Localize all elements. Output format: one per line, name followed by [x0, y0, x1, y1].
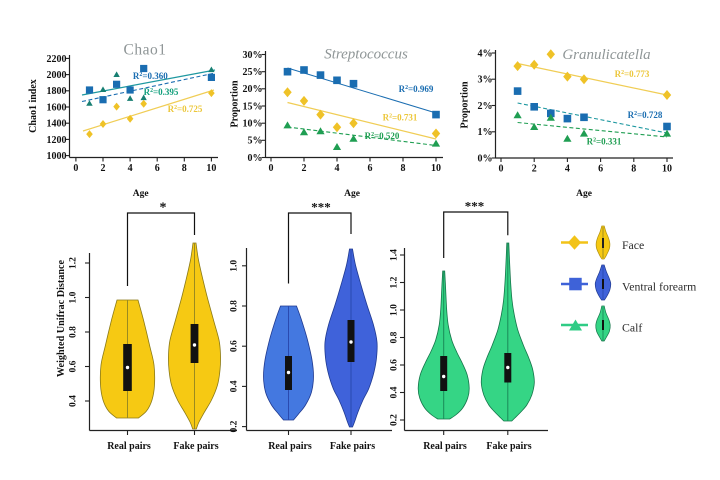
svg-text:Age: Age — [576, 189, 592, 199]
svg-text:1000: 1000 — [47, 151, 67, 162]
svg-text:4: 4 — [128, 163, 133, 174]
svg-text:Calf: Calf — [622, 320, 642, 334]
svg-text:***: *** — [465, 199, 485, 214]
svg-text:0: 0 — [73, 163, 78, 174]
svg-text:Weighted Unifrac Distance: Weighted Unifrac Distance — [56, 259, 67, 377]
svg-text:1.2: 1.2 — [390, 276, 400, 288]
svg-text:R2=0.725: R2=0.725 — [168, 104, 203, 114]
svg-text:0.2: 0.2 — [390, 414, 400, 426]
svg-text:2: 2 — [101, 163, 106, 174]
svg-text:1.4: 1.4 — [390, 249, 400, 261]
svg-text:0.8: 0.8 — [390, 331, 400, 343]
svg-text:R2=0.773: R2=0.773 — [615, 69, 650, 79]
svg-text:1200: 1200 — [47, 135, 67, 146]
svg-text:Proportion: Proportion — [230, 80, 241, 127]
svg-text:20%: 20% — [243, 84, 263, 95]
svg-text:Real pairs: Real pairs — [423, 441, 467, 452]
svg-text:6: 6 — [155, 163, 160, 174]
svg-text:Chao1 index: Chao1 index — [28, 79, 39, 133]
svg-text:Age: Age — [344, 189, 360, 199]
svg-text:1600: 1600 — [47, 102, 67, 113]
svg-text:R2=0.395: R2=0.395 — [144, 87, 179, 97]
svg-text:4%: 4% — [478, 48, 493, 59]
svg-text:R2=0.520: R2=0.520 — [365, 131, 400, 141]
svg-text:10%: 10% — [243, 119, 263, 130]
svg-text:4: 4 — [565, 164, 570, 175]
svg-text:2: 2 — [532, 164, 537, 175]
svg-text:0: 0 — [269, 163, 274, 174]
svg-text:2200: 2200 — [47, 54, 67, 65]
svg-text:0.6: 0.6 — [390, 359, 400, 371]
svg-text:1%: 1% — [478, 127, 493, 138]
svg-text:***: *** — [311, 200, 331, 215]
svg-text:1.0: 1.0 — [230, 260, 240, 272]
svg-text:*: * — [160, 201, 167, 216]
svg-text:0.8: 0.8 — [230, 300, 240, 312]
svg-text:8: 8 — [631, 164, 636, 175]
svg-text:1.2: 1.2 — [69, 257, 79, 269]
svg-text:0.4: 0.4 — [69, 395, 79, 407]
svg-text:0.2: 0.2 — [230, 420, 240, 432]
svg-text:Real pairs: Real pairs — [107, 441, 151, 452]
svg-text:Face: Face — [622, 238, 644, 252]
svg-text:25%: 25% — [243, 67, 263, 78]
svg-text:8: 8 — [401, 163, 406, 174]
svg-text:4: 4 — [335, 163, 340, 174]
svg-text:Fake pairs: Fake pairs — [330, 441, 375, 452]
svg-text:10: 10 — [431, 163, 441, 174]
svg-text:0.8: 0.8 — [69, 326, 79, 338]
svg-text:2000: 2000 — [47, 70, 67, 81]
svg-text:Streptococcus: Streptococcus — [324, 47, 408, 63]
svg-text:10: 10 — [662, 164, 672, 175]
svg-text:Granulicatella: Granulicatella — [562, 47, 650, 63]
svg-text:1800: 1800 — [47, 86, 67, 97]
svg-text:15%: 15% — [243, 101, 263, 112]
svg-text:0%: 0% — [478, 153, 493, 164]
svg-text:2: 2 — [302, 163, 307, 174]
svg-text:2%: 2% — [478, 101, 493, 112]
svg-text:0%: 0% — [248, 153, 263, 164]
svg-text:30%: 30% — [243, 50, 263, 61]
svg-text:1.0: 1.0 — [69, 291, 79, 303]
svg-text:R2=0.331: R2=0.331 — [587, 137, 622, 147]
svg-text:1.0: 1.0 — [390, 304, 400, 316]
svg-text:5%: 5% — [248, 136, 263, 147]
svg-text:R2=0.728: R2=0.728 — [628, 110, 663, 120]
svg-text:R2=0.731: R2=0.731 — [383, 113, 418, 123]
svg-text:3%: 3% — [478, 75, 493, 86]
svg-text:10: 10 — [206, 163, 216, 174]
svg-text:6: 6 — [598, 164, 603, 175]
svg-text:8: 8 — [182, 163, 187, 174]
svg-text:0.4: 0.4 — [230, 380, 240, 392]
svg-text:Real pairs: Real pairs — [268, 441, 312, 452]
svg-text:Fake pairs: Fake pairs — [486, 441, 531, 452]
svg-text:Proportion: Proportion — [460, 81, 471, 128]
svg-text:0: 0 — [499, 164, 504, 175]
svg-text:0.6: 0.6 — [230, 340, 240, 352]
svg-text:0.6: 0.6 — [69, 360, 79, 372]
svg-text:6: 6 — [368, 163, 373, 174]
svg-text:0.4: 0.4 — [390, 386, 400, 398]
svg-text:1400: 1400 — [47, 119, 67, 130]
svg-text:R2=0.360: R2=0.360 — [133, 71, 168, 81]
svg-text:Ventral forearm: Ventral forearm — [622, 279, 696, 293]
svg-text:R2=0.969: R2=0.969 — [399, 84, 434, 94]
svg-text:Fake pairs: Fake pairs — [173, 441, 218, 452]
svg-text:Chao1: Chao1 — [124, 42, 167, 59]
svg-text:Age: Age — [133, 189, 149, 199]
